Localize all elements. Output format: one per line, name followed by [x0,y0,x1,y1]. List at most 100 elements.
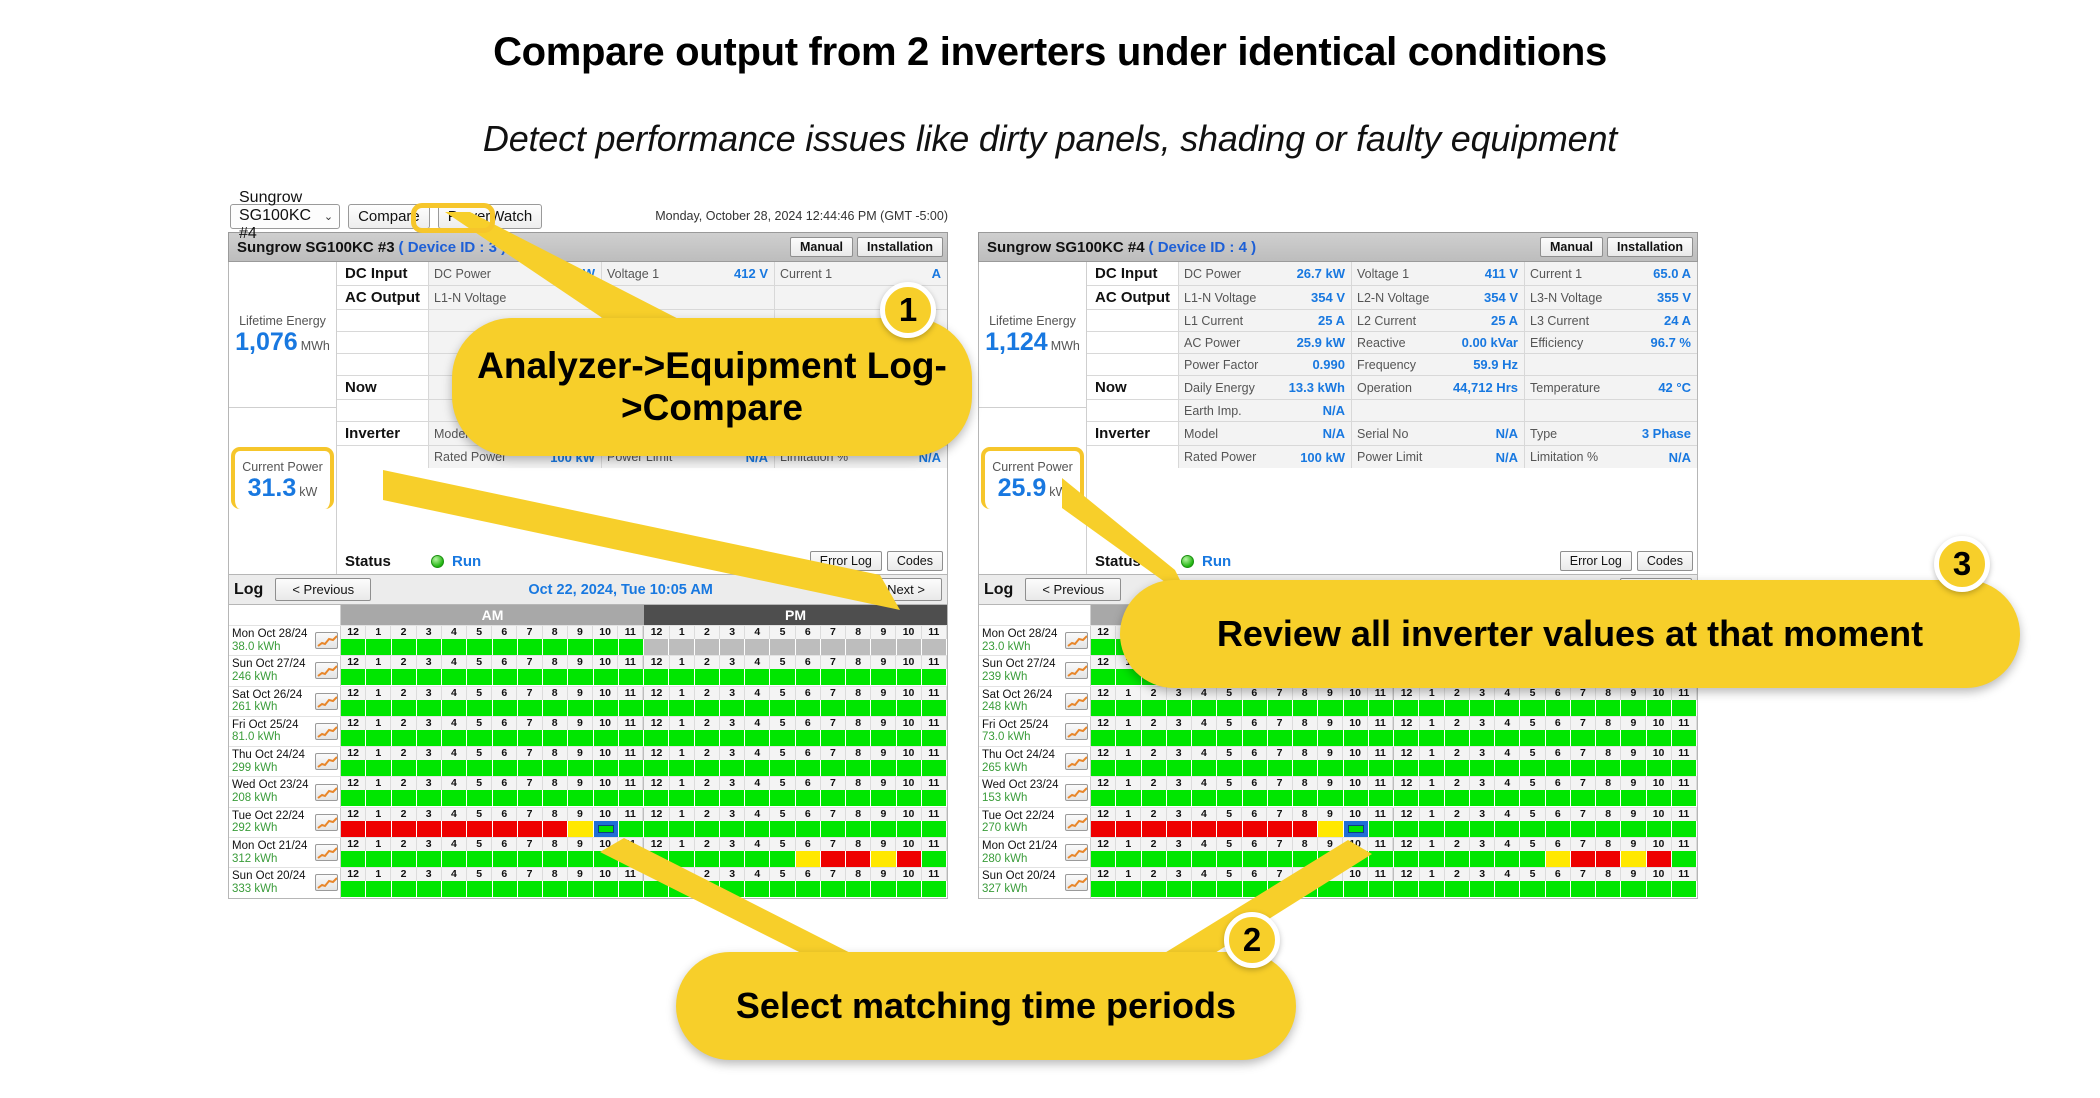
hour-cell [1318,760,1344,777]
hour-label: 10 [593,807,619,821]
hour-cell [795,729,821,746]
hour-cell [341,760,367,777]
hour-label: 6 [1242,868,1268,882]
timeline-row: Wed Oct 23/24 208 kWh 12 1 2 3 4 5 6 7 8 9 10 11 12 1 2 3… [229,776,947,807]
hour-label: 10 [1343,868,1369,882]
hour-cell [694,639,720,655]
manual-button[interactable]: Manual [789,237,854,257]
metric-key: L1-N Voltage [434,290,507,305]
hour-label: 3 [720,716,746,730]
hour-label: 6 [1242,686,1268,700]
day-chart-icon[interactable] [315,722,338,740]
previous-button[interactable]: < Previous [1025,578,1122,601]
hour-cell [1545,729,1571,746]
day-chart-icon[interactable] [315,813,338,831]
hour-label: 10 [1343,747,1369,761]
hour-cell [644,820,670,837]
day-chart-icon[interactable] [315,783,338,801]
metric-value: 13.3 kWh [1288,380,1345,395]
day-chart-icon[interactable] [1065,813,1088,831]
metric-key: AC Power [1184,335,1241,350]
metric-key: Model [434,426,469,441]
hour-label: 8 [1596,777,1622,791]
metric-value: 411 V [1484,266,1518,281]
manual-button[interactable]: Manual [1539,237,1604,257]
installation-button[interactable]: Installation [857,237,943,257]
hour-cell [1671,729,1697,746]
hour-cell [846,669,872,686]
hour-cell [391,639,417,655]
hour-label: 5 [1520,837,1546,851]
hour-label: 5 [467,656,493,670]
metric-key: Daily Energy [1184,380,1255,395]
hour-label: 9 [1621,716,1647,730]
day-chart-icon[interactable] [1065,632,1088,650]
hour-cell [1368,881,1394,898]
day-chart-icon[interactable] [315,632,338,650]
day-chart-icon[interactable] [315,844,338,862]
error-log-button[interactable]: Error Log [809,551,882,571]
hour-cell [416,669,442,686]
hour-label: 10 [593,716,619,730]
day-chart-icon[interactable] [1065,692,1088,710]
hour-label: 6 [492,716,518,730]
hour-cell [1495,699,1521,716]
timeline-row: Thu Oct 24/24 265 kWh 12 1 2 3 4 5 6 7 8 9 10 11 12 1 2 3… [979,746,1697,777]
hour-cell [1570,820,1596,837]
day-chart-icon[interactable] [315,662,338,680]
device-select[interactable]: Sungrow SG100KC #4 ⌄ [230,189,341,242]
day-label: Fri Oct 25/24 73.0 kWh [979,716,1091,747]
day-chart-icon[interactable] [1065,753,1088,771]
hour-label: 12 [1091,868,1117,882]
selected-hour-cell[interactable] [593,820,619,837]
current-power-wrap: Current Power 25.9 kW [979,408,1086,548]
day-chart-icon[interactable] [1065,783,1088,801]
hour-label: 2 [1141,837,1167,851]
hour-cell [1444,820,1470,837]
hour-label: 11 [921,868,947,882]
hour-label: 2 [391,656,417,670]
hour-cell [1166,790,1192,807]
hour-label: 12 [1091,807,1117,821]
hour-cell [921,669,947,686]
hour-label: 9 [1621,837,1647,851]
day-chart-icon[interactable] [1065,662,1088,680]
hour-cell [1596,790,1622,807]
day-chart-icon[interactable] [315,753,338,771]
hour-cell [1495,881,1521,898]
hour-label: 9 [871,807,897,821]
metric-row: Now Daily Energy 13.3 kWh Operation 44,712 H… [1087,376,1697,400]
hour-cell [896,729,922,746]
lifetime-energy-value: 1,124 MWh [985,328,1080,356]
installation-button[interactable]: Installation [1607,237,1693,257]
hour-cell [871,760,897,777]
error-log-button[interactable]: Error Log [1559,551,1632,571]
hour-cell [770,820,796,837]
hour-cell [1570,790,1596,807]
hour-label: 11 [618,716,644,730]
hour-label: 12 [643,656,670,670]
hour-cell [1545,790,1571,807]
hour-label: 5 [770,747,796,761]
day-chart-icon[interactable] [1065,844,1088,862]
metric-cell: Reactive 0.00 kVar [1352,332,1525,353]
hour-label: 5 [1520,807,1546,821]
day-chart-icon[interactable] [1065,722,1088,740]
codes-button[interactable]: Codes [1636,551,1693,571]
lifetime-energy-value: 1,076 MWh [235,328,330,356]
hour-cell [1192,760,1218,777]
hour-cell [467,639,493,655]
hour-label: 6 [492,837,518,851]
day-chart-icon[interactable] [315,874,338,892]
next-button[interactable]: Next > [870,578,942,601]
previous-button[interactable]: < Previous [275,578,372,601]
hour-cell [1141,850,1167,867]
hour-cell [1394,850,1420,867]
selected-hour-cell[interactable] [1343,820,1369,837]
hour-label: 2 [391,807,417,821]
day-chart-icon[interactable] [315,692,338,710]
day-chart-icon[interactable] [1065,874,1088,892]
hour-cell [1091,699,1117,716]
codes-button[interactable]: Codes [886,551,943,571]
hour-cell [1166,699,1192,716]
